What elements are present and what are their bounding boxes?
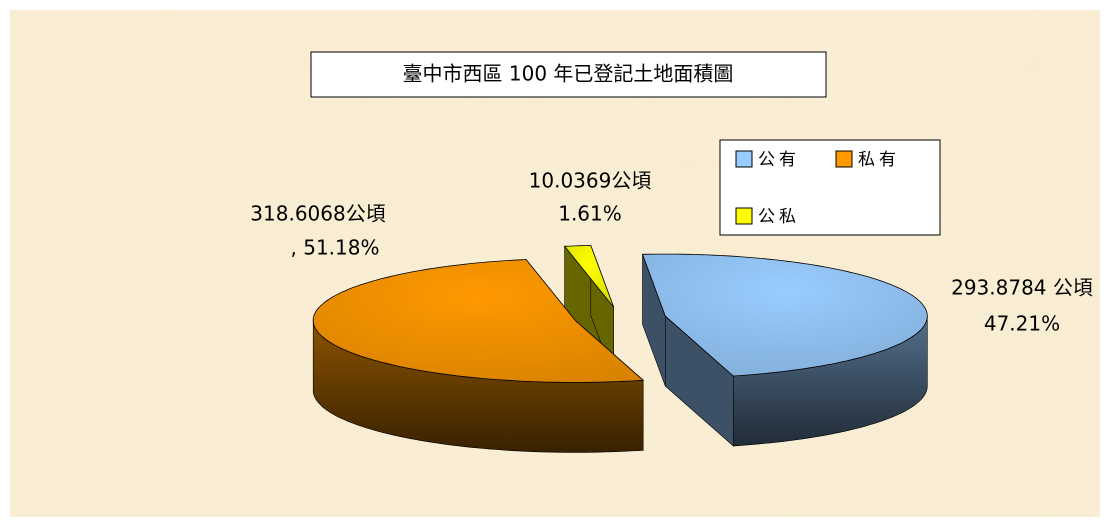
pie	[312, 245, 928, 453]
chart-title: 臺中市西區 100 年已登記土地面積圖	[403, 62, 734, 86]
title-box	[310, 51, 827, 98]
slice-top	[563, 245, 615, 308]
slice-top	[312, 259, 645, 383]
legend-label: 私有	[858, 150, 900, 170]
data-label: 47.21%	[984, 312, 1060, 336]
data-label: 1.61%	[558, 202, 622, 226]
value-labels: 293.8784 公頃 47.21% 318.6068公頃 , 51.18% 10.03…	[250, 169, 1093, 336]
data-label: , 51.18%	[291, 236, 380, 260]
legend-label: 公私	[758, 207, 800, 227]
legend-label: 公有	[758, 150, 800, 170]
data-label: 293.8784 公頃	[951, 276, 1093, 300]
slice-top	[641, 253, 928, 377]
legend-box	[719, 139, 941, 236]
legend-swatch	[735, 150, 753, 168]
legend-swatch	[735, 207, 753, 225]
data-label: 10.0369公頃	[529, 169, 652, 193]
legend-swatch	[835, 150, 853, 168]
data-label: 318.6068公頃	[250, 202, 385, 226]
